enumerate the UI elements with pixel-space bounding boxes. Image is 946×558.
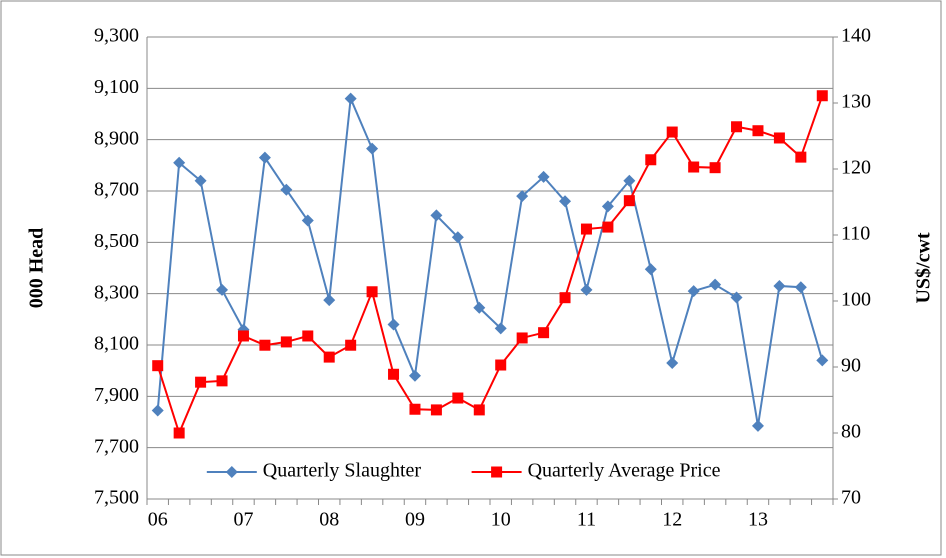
- data-point: [408, 369, 421, 382]
- data-point: [280, 336, 292, 348]
- data-point: [773, 132, 785, 144]
- data-point: [623, 195, 635, 207]
- data-point: [323, 351, 335, 363]
- data-point: [709, 162, 721, 174]
- data-point: [731, 121, 743, 133]
- data-point: [194, 174, 207, 187]
- data-point: [623, 174, 636, 187]
- data-point: [495, 359, 507, 371]
- legend-label: Quarterly Slaughter: [263, 460, 422, 482]
- data-point: [237, 330, 249, 342]
- y2-tick-label: 130: [841, 91, 871, 113]
- data-point: [580, 223, 592, 235]
- x-tick-label: 09: [405, 509, 425, 531]
- y-tick-label: 9,100: [94, 76, 139, 98]
- data-point: [730, 291, 743, 304]
- data-point: [688, 161, 700, 173]
- data-point: [387, 318, 400, 331]
- x-tick-label: 10: [491, 509, 511, 531]
- y2-tick-label: 90: [841, 355, 861, 377]
- data-point: [280, 183, 293, 196]
- data-point: [366, 142, 379, 155]
- y-tick-label: 8,700: [94, 179, 139, 201]
- y-tick-label: 8,900: [94, 127, 139, 149]
- y-axis-title: 000 Head: [26, 228, 48, 309]
- data-point: [451, 231, 464, 244]
- data-point: [645, 154, 657, 166]
- x-tick-label: 08: [319, 509, 339, 531]
- data-point: [152, 360, 164, 372]
- y-tick-label: 8,100: [94, 333, 139, 355]
- data-point: [216, 375, 228, 387]
- y2-axis-title: US$/cwt: [913, 232, 935, 303]
- data-point: [430, 404, 442, 416]
- data-point: [452, 392, 464, 404]
- data-point: [216, 283, 229, 296]
- x-tick-label: 13: [748, 509, 768, 531]
- data-point: [773, 279, 786, 292]
- data-point: [752, 125, 764, 137]
- data-point: [430, 209, 443, 222]
- data-point: [302, 330, 314, 342]
- data-point: [301, 214, 314, 227]
- data-point: [151, 404, 164, 417]
- data-point: [195, 376, 207, 388]
- data-point: [173, 427, 185, 439]
- data-point: [258, 151, 271, 164]
- data-point: [344, 92, 357, 105]
- data-point: [687, 285, 700, 298]
- y-tick-label: 8,300: [94, 281, 139, 303]
- y2-tick-label: 120: [841, 157, 871, 179]
- legend-label: Quarterly Average Price: [528, 460, 721, 482]
- data-point: [666, 126, 678, 138]
- data-point: [559, 292, 571, 304]
- data-point: [602, 221, 614, 233]
- data-point: [816, 90, 828, 102]
- legend-marker: [225, 466, 238, 478]
- data-point: [751, 419, 764, 432]
- legend-marker: [491, 466, 503, 478]
- x-tick-label: 12: [662, 509, 682, 531]
- data-point: [516, 332, 528, 344]
- data-point: [795, 151, 807, 163]
- data-point: [601, 200, 614, 213]
- data-point: [388, 368, 400, 380]
- data-point: [494, 322, 507, 335]
- data-point: [709, 278, 722, 291]
- data-point: [473, 301, 486, 314]
- x-tick-label: 11: [577, 509, 596, 531]
- data-point: [816, 354, 829, 367]
- y-tick-label: 8,500: [94, 230, 139, 252]
- data-point: [173, 156, 186, 169]
- x-tick-label: 07: [233, 509, 253, 531]
- y2-tick-label: 80: [841, 421, 861, 443]
- data-point: [516, 190, 529, 203]
- y2-tick-label: 100: [841, 289, 871, 311]
- data-point: [666, 356, 679, 369]
- y2-tick-label: 70: [841, 487, 861, 509]
- y-tick-label: 9,300: [94, 25, 139, 47]
- data-point: [644, 263, 657, 276]
- y2-tick-label: 110: [841, 223, 870, 245]
- legend: Quarterly Slaughter Quarterly Average Pri…: [200, 456, 774, 488]
- data-point: [537, 170, 550, 183]
- data-point: [323, 294, 336, 307]
- x-tick-label: 06: [148, 509, 168, 531]
- data-point: [409, 403, 421, 415]
- data-point: [366, 286, 378, 298]
- y-tick-label: 7,700: [94, 435, 139, 457]
- data-point: [259, 339, 271, 351]
- data-point: [538, 327, 550, 339]
- y2-tick-label: 140: [841, 25, 871, 47]
- y-tick-label: 7,500: [94, 487, 139, 509]
- y-tick-label: 7,900: [94, 384, 139, 406]
- data-point: [559, 195, 572, 208]
- data-point: [473, 404, 485, 416]
- data-point: [794, 281, 807, 294]
- data-point: [580, 283, 593, 296]
- data-point: [345, 339, 357, 351]
